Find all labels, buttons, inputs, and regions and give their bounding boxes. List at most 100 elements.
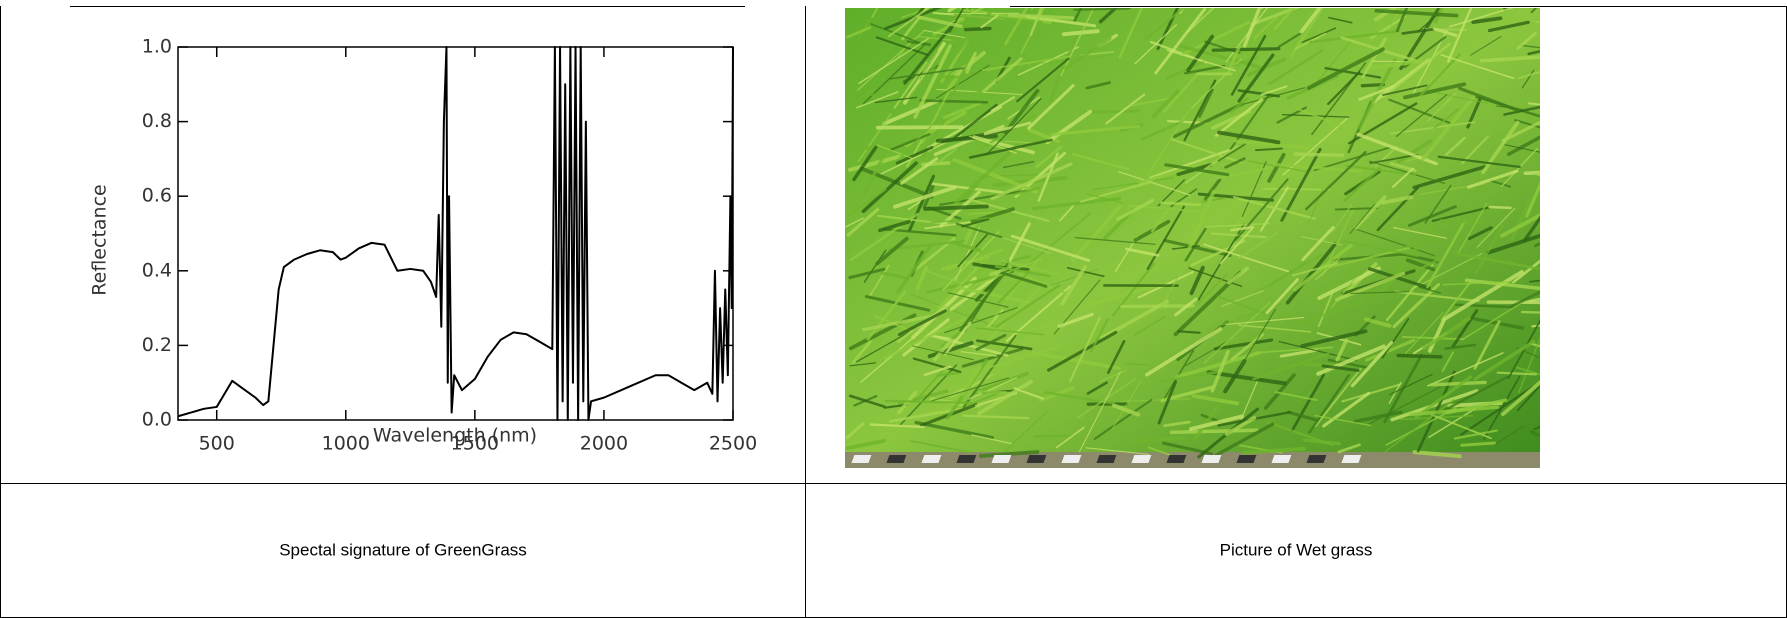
grass-blade (1083, 109, 1141, 114)
grass-blade (1365, 338, 1416, 362)
grass-blade (1483, 375, 1521, 440)
grass-blade (1184, 227, 1207, 262)
ruler-segment (781, 455, 801, 463)
grass-blade (1125, 247, 1160, 257)
grass-blade (936, 261, 984, 311)
grass-blade (1253, 346, 1334, 354)
grass-blade (1221, 290, 1264, 307)
grass-blade (851, 340, 872, 365)
grass-blade (1000, 410, 1049, 456)
grass-blade (1160, 385, 1215, 403)
grass-blade (967, 85, 1022, 95)
grass-blade (1527, 50, 1540, 56)
grass-blade (848, 394, 886, 408)
grass-blade (1341, 383, 1401, 403)
grass-blade (949, 8, 965, 33)
grass-blade (1415, 257, 1442, 272)
grass-blade (1328, 16, 1353, 24)
grass-blade (1191, 58, 1243, 109)
grass-blade (1106, 339, 1126, 374)
grass-blade (944, 321, 972, 356)
grass-blade (845, 217, 864, 228)
grass-blade (1354, 195, 1387, 230)
grass-blade (1332, 203, 1353, 233)
grass-blade (1495, 105, 1524, 111)
grass-blade (1193, 403, 1221, 441)
x-tick-label: 2500 (709, 433, 757, 455)
ruler-segment (746, 455, 766, 463)
grass-blade (1187, 8, 1215, 33)
grass-blade (1451, 309, 1479, 349)
grass-blade (1131, 96, 1174, 107)
grass-blade (914, 420, 994, 440)
grass-blade (856, 8, 878, 42)
grass-blade (900, 157, 939, 185)
grass-blade (1388, 381, 1402, 404)
grass-blade (949, 274, 999, 311)
grass-blade (1047, 330, 1118, 372)
grass-blade (1098, 8, 1119, 24)
grass-blade (917, 35, 956, 42)
grass-blade (1433, 108, 1460, 129)
grass-blade (1057, 312, 1094, 328)
grass-blade (1239, 308, 1277, 369)
grass-blade (961, 347, 1024, 368)
grass-blade (1330, 277, 1356, 309)
ruler-segment (1201, 455, 1222, 463)
grass-blade (962, 220, 977, 245)
grass-blade (1111, 262, 1155, 317)
grass-blade (973, 257, 1043, 287)
grass-blade (1301, 225, 1335, 262)
grass-blade (1350, 340, 1394, 388)
grass-blade (846, 26, 872, 39)
grass-blade (1203, 177, 1222, 201)
grass-blade (1169, 428, 1259, 435)
grass-blade (1145, 327, 1223, 377)
grass-blade (1247, 160, 1308, 173)
grass-blade (1277, 31, 1304, 48)
grass-blade (879, 271, 910, 280)
grass-blade (1397, 139, 1433, 164)
grass-blade (1004, 140, 1036, 144)
grass-blade (1098, 369, 1128, 383)
caption: Picture of Wet grass (1220, 540, 1373, 559)
y-tick-label: 0.6 (142, 185, 172, 207)
grass-blade (1306, 47, 1385, 90)
grass-blade (1390, 121, 1476, 135)
grass-blade (1525, 180, 1540, 218)
grass-blade (1170, 138, 1242, 164)
grass-blade (1531, 324, 1540, 328)
grass-blade (852, 145, 878, 182)
grass-blade (977, 379, 1033, 416)
grass-blade (977, 173, 1039, 178)
grass-blade (1050, 124, 1141, 136)
grass-blade (858, 37, 929, 85)
grass-blade (1166, 49, 1237, 72)
ruler (845, 452, 1540, 468)
grass-blade (1501, 379, 1540, 417)
grass-blade (913, 44, 952, 119)
grass-blade (1013, 186, 1041, 196)
grass-blade (1059, 204, 1075, 222)
grass-blade (1503, 8, 1510, 11)
grass-blade (906, 139, 923, 168)
grass-blade (1520, 310, 1540, 314)
grass-blade (1186, 34, 1215, 73)
grass-blade (1238, 232, 1278, 260)
grass-blade (971, 434, 1013, 445)
grass-blade (1321, 364, 1360, 373)
plot-frame (177, 46, 734, 421)
grass-blade (1486, 300, 1540, 305)
grass-blade (892, 116, 941, 165)
grass-blade (1476, 207, 1516, 248)
grass-blade (1288, 300, 1365, 328)
grass-blade (1503, 105, 1540, 116)
grass-blade (1529, 279, 1540, 283)
grass-blade (954, 143, 1019, 205)
grass-blade (912, 345, 974, 361)
grass-blade (1422, 316, 1471, 351)
grass-blade (1322, 391, 1371, 428)
y-tick-label: 0.0 (142, 409, 172, 431)
grass-blade (1263, 187, 1331, 191)
grass-blade (862, 42, 928, 105)
